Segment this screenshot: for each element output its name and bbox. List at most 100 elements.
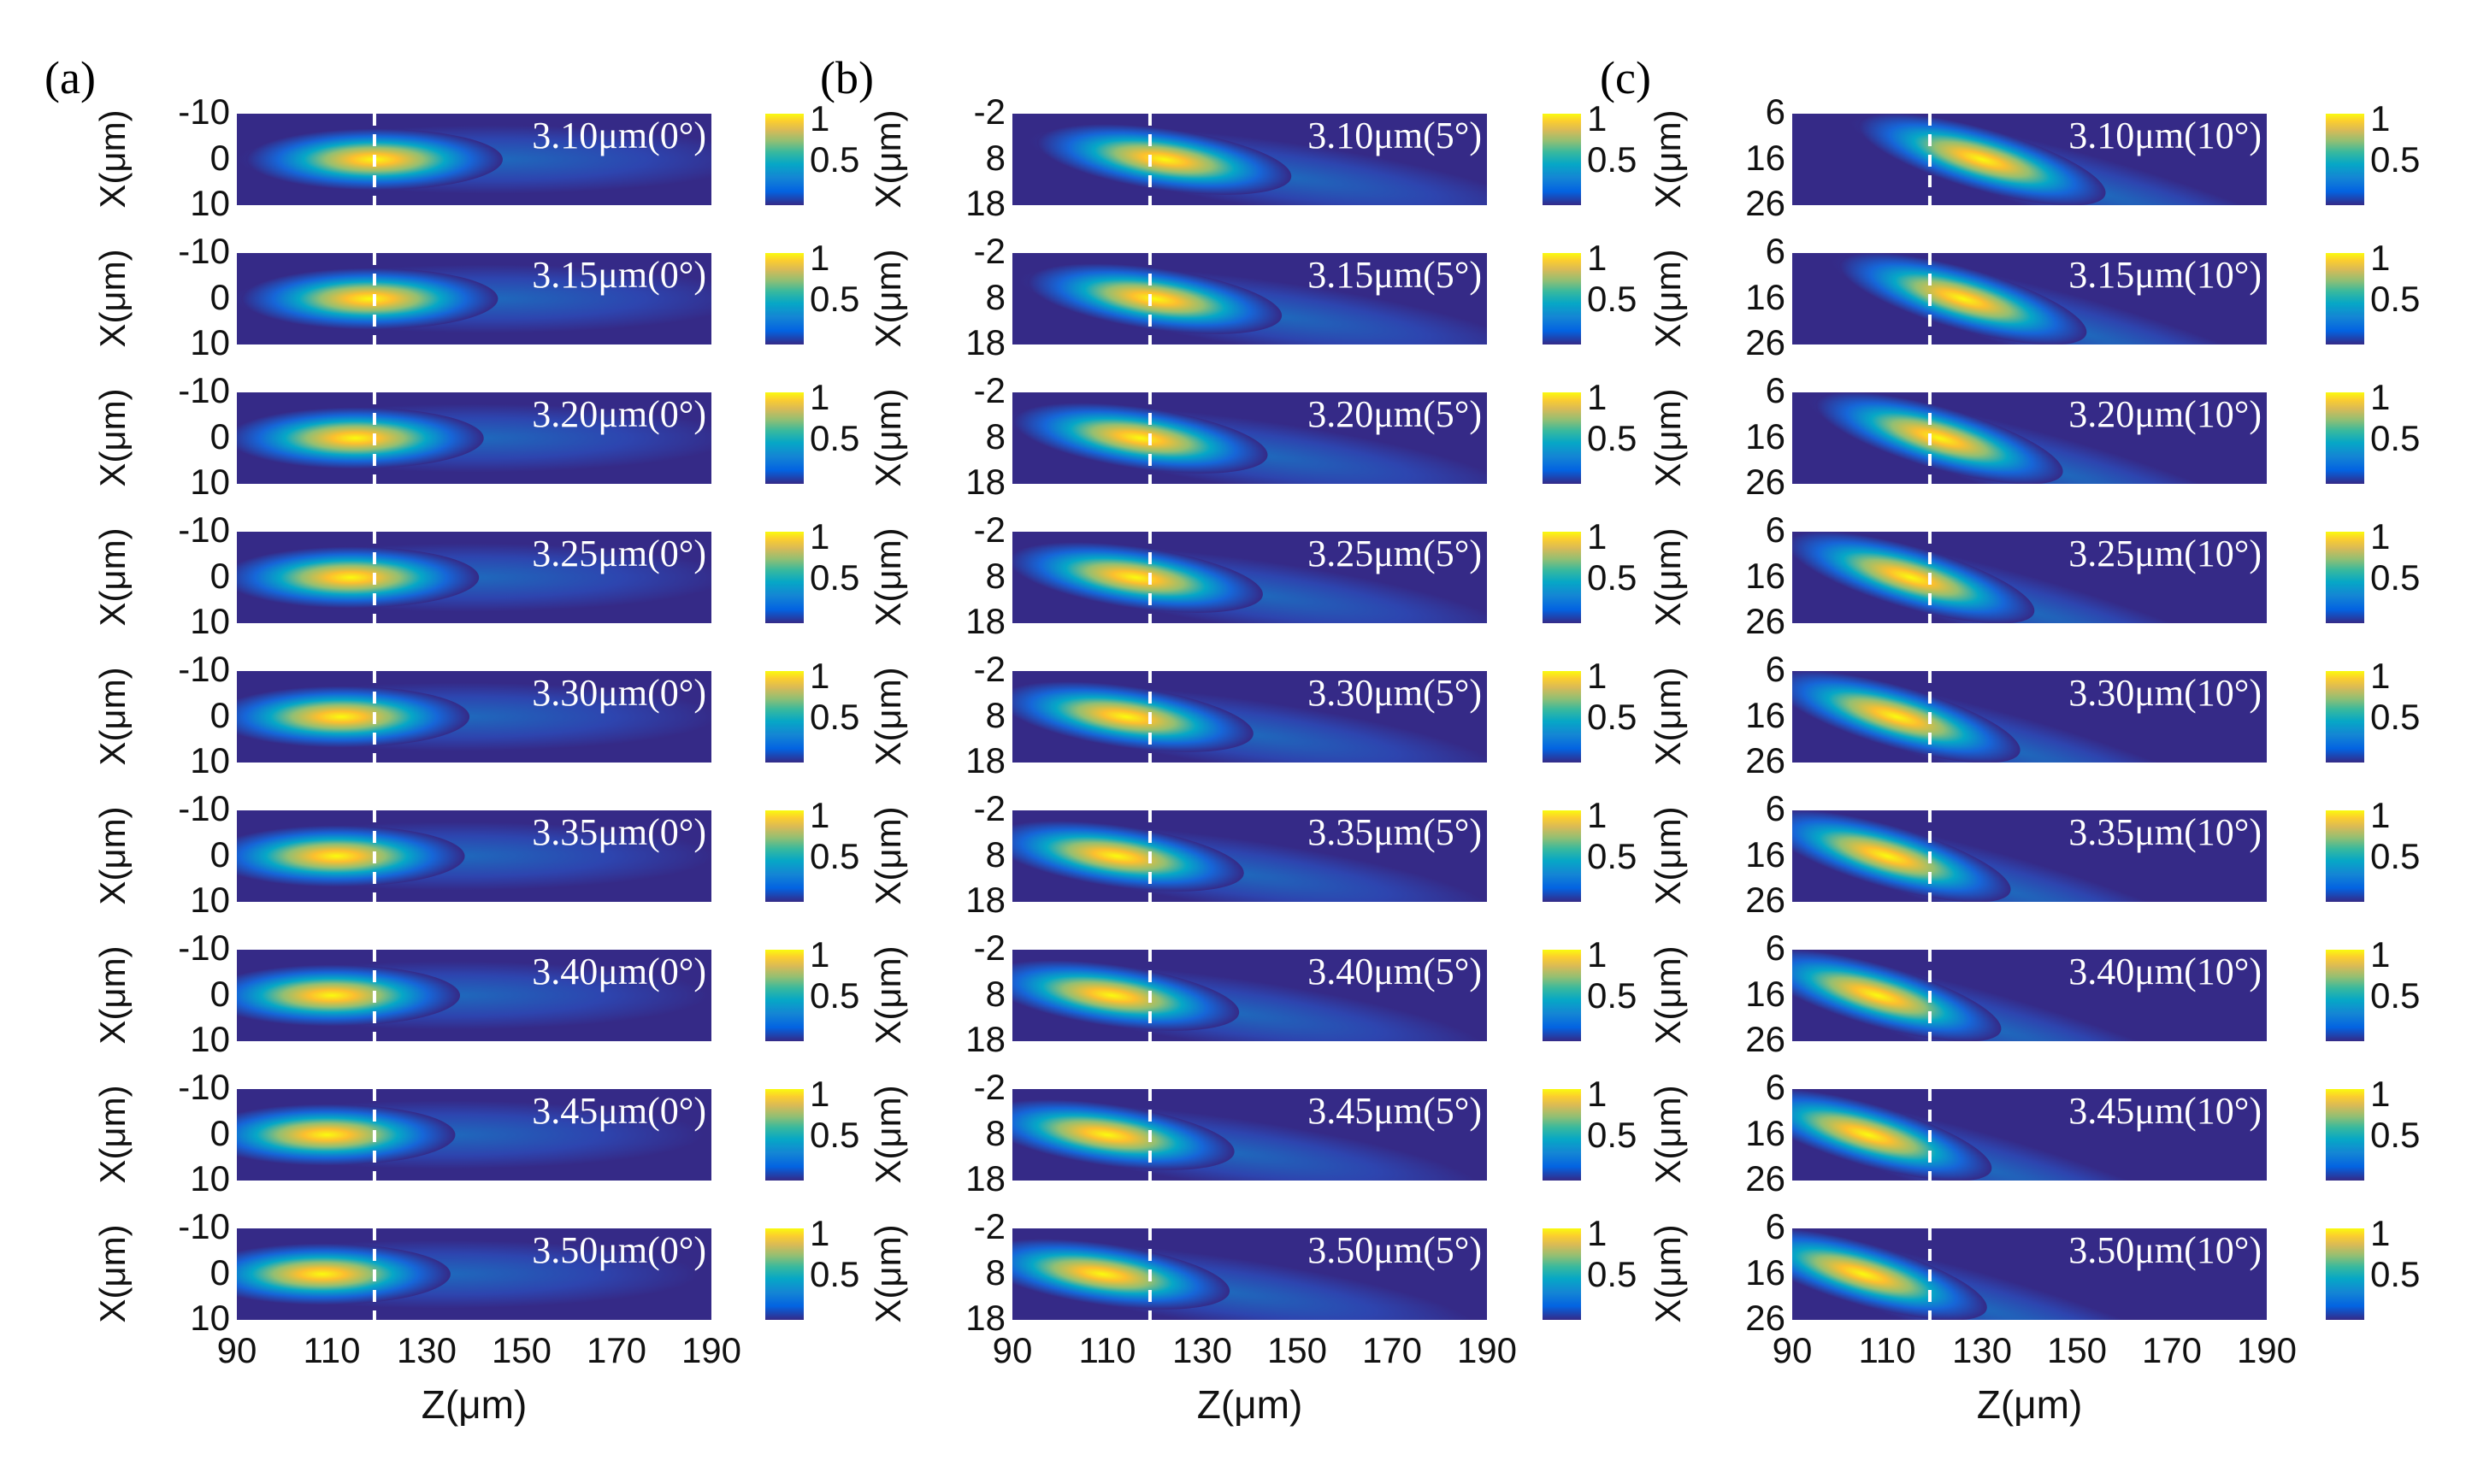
x-axis-label: Z(μm) <box>1196 1382 1303 1427</box>
colorbar-tick: 1 <box>1587 238 1608 278</box>
y-axis-label: X(μm) <box>868 387 908 487</box>
colorbar-tick: 1 <box>1587 656 1608 696</box>
y-axis-label: X(μm) <box>868 945 908 1045</box>
row-title: 3.40μm(5°) <box>1307 951 1482 992</box>
row-title: 3.20μm(0°) <box>532 393 706 435</box>
row-title: 3.35μm(0°) <box>532 811 706 853</box>
colorbar-tick: 1 <box>810 98 830 138</box>
row-title: 3.10μm(0°) <box>532 115 706 156</box>
y-tick-label: 10 <box>190 1158 230 1198</box>
beam-focus <box>1012 960 1240 1031</box>
y-tick-label: -2 <box>973 788 1006 828</box>
y-tick-label: 18 <box>965 740 1006 780</box>
beam-focus <box>1792 671 2021 763</box>
colorbar-tick: 1 <box>2370 98 2391 138</box>
colorbar-tick: 0.5 <box>1587 1254 1637 1294</box>
y-tick-label: 16 <box>1745 833 1785 874</box>
colorbar <box>1543 810 1581 902</box>
y-axis-label: X(μm) <box>1648 805 1688 905</box>
y-tick-label: 16 <box>1745 1251 1785 1293</box>
y-tick-label: 18 <box>965 462 1006 502</box>
row-title: 3.45μm(0°) <box>532 1090 706 1132</box>
x-axis-label: Z(μm) <box>421 1382 528 1427</box>
colorbar-tick: 1 <box>810 1074 830 1114</box>
y-axis-label: X(μm) <box>868 666 908 766</box>
heatmap-plot: 3.25μm(10°) <box>1792 532 2267 623</box>
y-tick-label: 18 <box>965 1158 1006 1198</box>
colorbar <box>2326 671 2364 763</box>
colorbar-tick: 1 <box>1587 377 1608 417</box>
x-tick-label: 90 <box>992 1330 1033 1370</box>
x-tick-label: 170 <box>2141 1330 2203 1370</box>
x-tick-label: 130 <box>396 1330 457 1370</box>
row-title: 3.40μm(10°) <box>2068 951 2262 992</box>
heatmap-plot: 3.15μm(10°) <box>1792 253 2267 344</box>
heatmap-plot: 3.35μm(5°) <box>1012 810 1487 902</box>
row-title: 3.20μm(5°) <box>1307 393 1482 435</box>
y-tick-label: 26 <box>1745 1019 1785 1059</box>
colorbar <box>2326 114 2364 205</box>
y-tick-label: -10 <box>178 928 230 968</box>
colorbar <box>765 114 804 205</box>
row-title: 3.50μm(10°) <box>2068 1229 2262 1271</box>
colorbar <box>765 1089 804 1181</box>
colorbar <box>2326 253 2364 344</box>
y-tick-label: 10 <box>190 1019 230 1059</box>
heatmap-plot: 3.20μm(5°) <box>1012 392 1487 484</box>
colorbar <box>765 253 804 344</box>
heatmap-plot: 3.35μm(10°) <box>1792 810 2267 902</box>
y-tick-label: -2 <box>973 370 1006 410</box>
beam-focus <box>1012 1239 1230 1310</box>
colorbar-tick: 0.5 <box>1587 1115 1637 1155</box>
y-tick-label: 6 <box>1765 1067 1785 1107</box>
colorbar-tick: 1 <box>1587 795 1608 835</box>
beam-focus <box>1792 810 2011 902</box>
panel-label: (c) <box>1600 52 1651 103</box>
beam-focus <box>1027 263 1283 334</box>
x-tick-label: 90 <box>216 1330 257 1370</box>
beam-focus <box>1036 124 1292 195</box>
colorbar-tick: 0.5 <box>2370 836 2421 876</box>
colorbar-tick: 0.5 <box>1587 697 1637 737</box>
y-tick-label: 6 <box>1765 231 1785 271</box>
heatmap-plot: 3.45μm(5°) <box>1012 1089 1487 1181</box>
heatmap-plot: 3.10μm(0°) <box>237 114 711 205</box>
y-tick-label: 0 <box>209 555 230 596</box>
beam-focus <box>1013 403 1268 474</box>
y-axis-label: X(μm) <box>92 805 133 905</box>
y-tick-label: 8 <box>985 973 1006 1014</box>
y-tick-label: 8 <box>985 694 1006 735</box>
x-tick-label: 150 <box>2046 1330 2108 1370</box>
heatmap-plot: 3.45μm(0°) <box>237 1089 711 1181</box>
row-title: 3.35μm(5°) <box>1307 811 1482 853</box>
heatmap-plot: 3.10μm(5°) <box>1012 114 1487 205</box>
y-tick-label: 8 <box>985 555 1006 596</box>
y-tick-label: 18 <box>965 1019 1006 1059</box>
x-tick-label: 110 <box>1858 1330 1916 1370</box>
y-tick-label: 6 <box>1765 370 1785 410</box>
y-tick-label: 6 <box>1765 788 1785 828</box>
beam-focus <box>241 268 499 330</box>
colorbar-tick: 0.5 <box>810 279 860 319</box>
colorbar <box>765 671 804 763</box>
y-tick-label: 18 <box>965 1298 1006 1338</box>
row-title: 3.30μm(5°) <box>1307 672 1482 714</box>
colorbar <box>1543 1089 1581 1181</box>
colorbar <box>2326 950 2364 1041</box>
y-tick-label: -2 <box>973 509 1006 550</box>
colorbar-tick: 1 <box>810 516 830 556</box>
colorbar-tick: 0.5 <box>1587 418 1637 458</box>
y-tick-label: 0 <box>209 1251 230 1293</box>
colorbar-tick: 0.5 <box>2370 279 2421 319</box>
heatmap-plot: 3.30μm(10°) <box>1792 671 2267 763</box>
row-title: 3.15μm(5°) <box>1307 254 1482 296</box>
beam-focus <box>237 1104 456 1166</box>
y-axis-label: X(μm) <box>1648 387 1688 487</box>
x-tick-label: 90 <box>1772 1330 1813 1370</box>
y-tick-label: 6 <box>1765 91 1785 132</box>
beam-focus <box>1815 392 2063 484</box>
y-tick-label: 16 <box>1745 1112 1785 1153</box>
x-tick-label: 170 <box>1361 1330 1423 1370</box>
y-tick-label: 26 <box>1745 462 1785 502</box>
y-tick-label: -10 <box>178 788 230 828</box>
